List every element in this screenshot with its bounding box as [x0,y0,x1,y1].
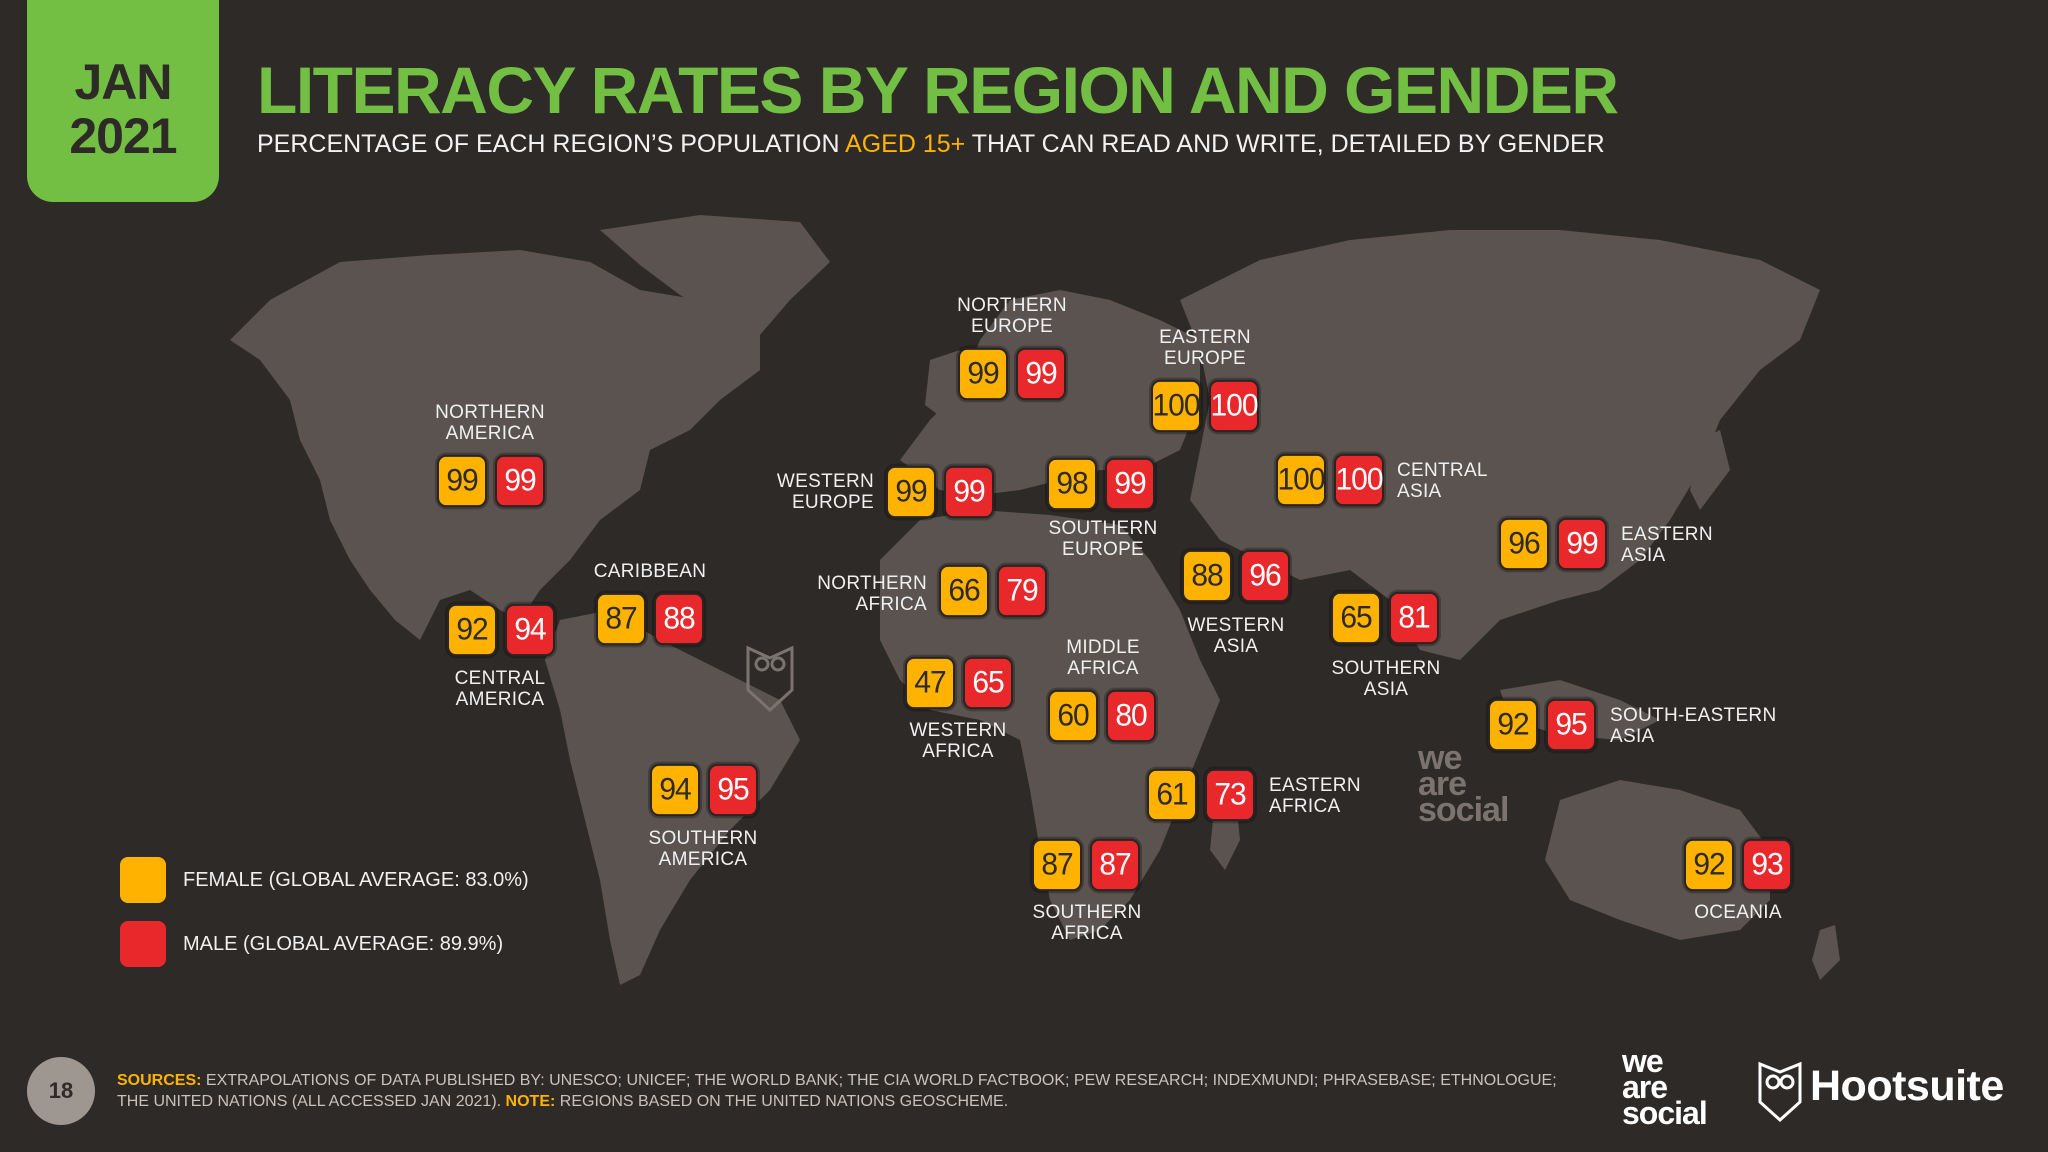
male-value-eastern-africa: 73 [1205,768,1255,822]
subtitle-pre: PERCENTAGE OF EACH REGION’S POPULATION [257,130,846,158]
we-are-social-watermark: we are social [1418,739,1509,829]
we-are-social-logo: we are social [1622,1043,1708,1131]
date-badge: JAN 2021 [27,0,219,202]
note-key: NOTE: [505,1093,556,1110]
male-value-northern-europe: 99 [1016,347,1066,401]
region-label-southern-africa: SOUTHERN AFRICA [1032,902,1142,944]
legend-male-swatch [120,921,166,967]
male-value-caribbean: 88 [654,592,704,646]
female-value-oceania: 92 [1684,838,1734,892]
greenland-landmass [600,215,830,335]
uk-landmass [925,350,965,420]
region-label-southern-america: SOUTHERN AMERICA [648,828,758,870]
subtitle-highlight: AGED 15+ [845,130,966,158]
male-value-western-asia: 96 [1240,549,1290,603]
male-value-western-africa: 65 [963,656,1013,710]
male-value-eastern-asia: 99 [1557,517,1607,571]
male-value-south-eastern-asia: 95 [1546,698,1596,752]
female-value-northern-america: 99 [437,454,487,508]
date-year: 2021 [69,108,177,164]
female-value-eastern-asia: 96 [1499,517,1549,571]
date-month: JAN [74,54,172,110]
region-label-eastern-asia: EASTERN ASIA [1621,524,1713,566]
region-label-western-europe: WESTERN EUROPE [776,471,874,513]
male-value-central-america: 94 [505,603,555,657]
region-label-middle-africa: MIDDLE AFRICA [1066,637,1140,679]
male-value-southern-africa: 87 [1090,838,1140,892]
australia-landmass [1545,780,1770,940]
asia-landmass [1180,230,1820,660]
legend-female-label: FEMALE (GLOBAL AVERAGE: 83.0%) [183,869,529,891]
male-value-southern-asia: 81 [1389,591,1439,645]
region-label-eastern-europe: EASTERN EUROPE [1159,327,1251,369]
female-value-central-asia: 100 [1276,453,1326,507]
female-value-southern-europe: 98 [1047,457,1097,511]
male-value-western-europe: 99 [944,465,994,519]
region-label-south-eastern-asia: SOUTH-EASTERN ASIA [1610,705,1777,747]
female-value-southern-asia: 65 [1331,591,1381,645]
legend-female-swatch [120,857,166,903]
region-label-central-asia: CENTRAL ASIA [1397,460,1488,502]
male-value-northern-africa: 79 [997,564,1047,618]
sources-text: EXTRAPOLATIONS OF DATA PUBLISHED BY: UNE… [117,1072,1557,1110]
female-value-south-eastern-asia: 92 [1488,698,1538,752]
male-value-eastern-europe: 100 [1209,379,1259,433]
sources-note: SOURCES: EXTRAPOLATIONS OF DATA PUBLISHE… [117,1070,1557,1112]
male-value-southern-europe: 99 [1105,457,1155,511]
hootsuite-owl-icon [1758,1061,1802,1123]
north-america-landmass [230,250,760,640]
region-label-central-america: CENTRAL AMERICA [454,668,546,710]
male-value-southern-america: 95 [708,763,758,817]
female-value-western-africa: 47 [905,656,955,710]
page-number: 18 [27,1057,95,1125]
note-text: REGIONS BASED ON THE UNITED NATIONS GEOS… [555,1093,1009,1110]
female-value-eastern-africa: 61 [1147,768,1197,822]
subtitle-post: THAT CAN READ AND WRITE, DETAILED BY GEN… [965,130,1605,158]
female-value-middle-africa: 60 [1048,689,1098,743]
male-value-oceania: 93 [1742,838,1792,892]
female-value-western-europe: 99 [886,465,936,519]
region-label-oceania: OCEANIA [1694,902,1782,923]
region-label-southern-europe: SOUTHERN EUROPE [1048,518,1158,560]
female-value-caribbean: 87 [596,592,646,646]
page-title: LITERACY RATES BY REGION AND GENDER [257,53,1619,127]
region-label-western-africa: WESTERN AFRICA [909,720,1007,762]
legend-male-label: MALE (GLOBAL AVERAGE: 89.9%) [183,933,504,955]
region-label-northern-europe: NORTHERN EUROPE [957,295,1067,337]
new-zealand-landmass [1812,925,1840,980]
female-value-southern-africa: 87 [1032,838,1082,892]
region-label-southern-asia: SOUTHERN ASIA [1331,658,1441,700]
japan-landmass [1690,430,1730,510]
sources-key: SOURCES: [117,1072,202,1089]
female-value-western-asia: 88 [1182,549,1232,603]
region-label-northern-africa: NORTHERN AFRICA [817,573,927,615]
region-label-northern-america: NORTHERN AMERICA [435,402,545,444]
hootsuite-wordmark: Hootsuite [1810,1062,2004,1110]
male-value-middle-africa: 80 [1106,689,1156,743]
female-value-eastern-europe: 100 [1151,379,1201,433]
female-value-central-america: 92 [447,603,497,657]
female-value-northern-europe: 99 [958,347,1008,401]
region-label-caribbean: CARIBBEAN [593,561,707,582]
male-value-central-asia: 100 [1334,453,1384,507]
page-subtitle: PERCENTAGE OF EACH REGION’S POPULATION A… [257,130,1605,159]
owl-watermark-icon [746,645,794,713]
female-value-northern-africa: 66 [939,564,989,618]
region-label-western-asia: WESTERN ASIA [1187,615,1285,657]
male-value-northern-america: 99 [495,454,545,508]
female-value-southern-america: 94 [650,763,700,817]
region-label-eastern-africa: EASTERN AFRICA [1269,775,1361,817]
